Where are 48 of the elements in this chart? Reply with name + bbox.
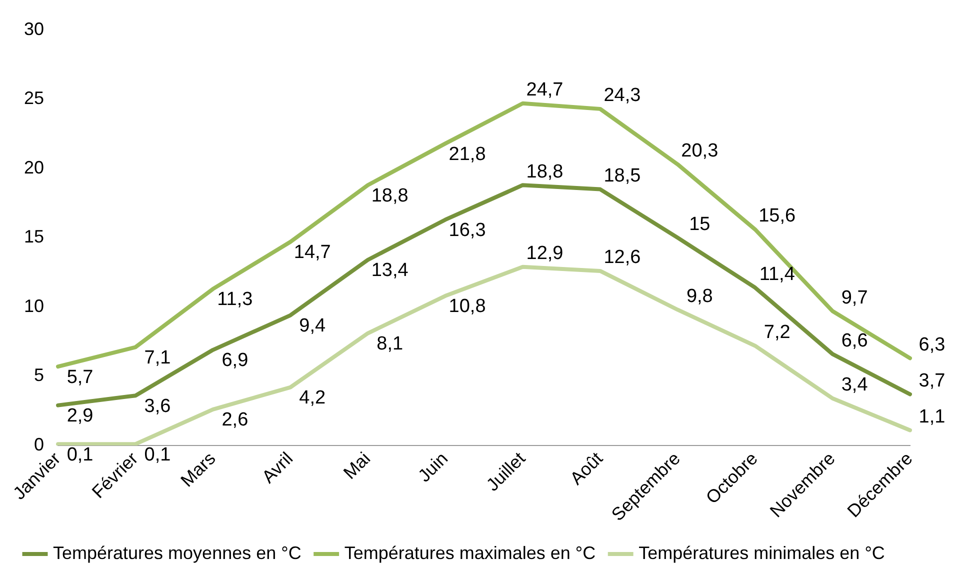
legend-label: Températures maximales en °C <box>344 542 596 563</box>
data-label: 18,8 <box>371 185 408 206</box>
data-label: 2,6 <box>222 410 248 431</box>
x-tick-label: Juin <box>414 448 452 486</box>
data-label: 2,9 <box>66 406 94 427</box>
data-label: 8,1 <box>376 334 404 355</box>
data-label: 0,1 <box>66 444 94 466</box>
data-label: 14,7 <box>294 242 331 264</box>
data-label: 15 <box>689 214 710 235</box>
data-label: 6,9 <box>222 350 248 372</box>
data-label: 9,7 <box>841 287 868 308</box>
data-label: 7,2 <box>764 322 790 343</box>
y-tick-label: 20 <box>24 157 44 178</box>
data-label: 18,8 <box>526 161 564 182</box>
data-label: 18,5 <box>604 165 641 186</box>
data-label: 12,9 <box>526 243 564 264</box>
data-label: 7,1 <box>144 347 171 368</box>
data-label: 3,7 <box>918 370 946 392</box>
y-tick-label: 0 <box>34 434 44 454</box>
data-label: 24,3 <box>604 85 641 106</box>
data-label: 0,1 <box>144 444 171 466</box>
x-tick-label: Mai <box>340 448 374 483</box>
data-label: 11,3 <box>217 289 253 310</box>
data-label: 1,1 <box>918 406 946 428</box>
data-label: 15,6 <box>758 206 796 227</box>
data-label: 20,3 <box>681 140 718 162</box>
data-label: 3,4 <box>841 374 868 396</box>
data-label: 11,4 <box>759 264 796 285</box>
y-tick-label: 15 <box>24 226 44 247</box>
data-label: 21,8 <box>448 144 486 165</box>
legend-label: Températures minimales en °C <box>638 542 885 563</box>
data-label: 4,2 <box>299 388 326 409</box>
y-tick-label: 5 <box>34 365 44 386</box>
y-tick-label: 10 <box>24 296 44 316</box>
data-label: 12,6 <box>604 247 641 268</box>
data-label: 10,8 <box>448 296 486 318</box>
legend-label: Températures moyennes en °C <box>53 542 302 563</box>
data-label: 6,6 <box>841 330 868 352</box>
data-label: 6,3 <box>918 334 946 356</box>
data-label: 16,3 <box>448 220 486 241</box>
y-tick-label: 30 <box>24 18 44 39</box>
y-tick-label: 25 <box>24 88 44 108</box>
data-label: 9,8 <box>686 286 713 307</box>
data-label: 3,6 <box>144 396 171 417</box>
data-label: 24,7 <box>526 80 564 101</box>
data-label: 5,7 <box>66 366 94 388</box>
data-label: 9,4 <box>299 316 326 337</box>
data-label: 13,4 <box>371 260 409 282</box>
